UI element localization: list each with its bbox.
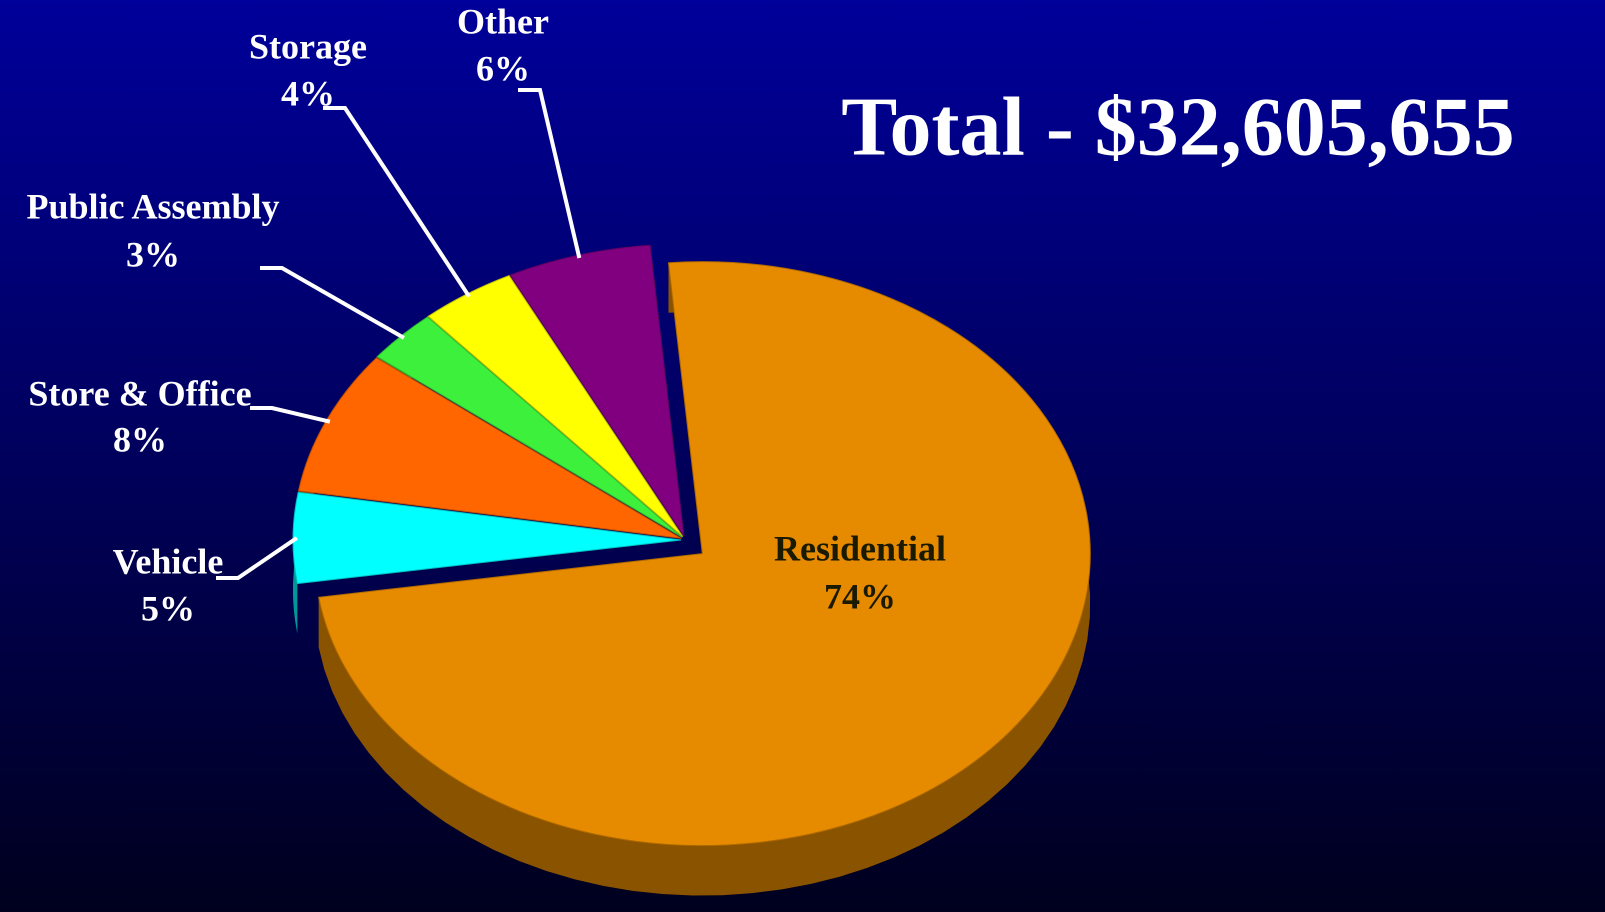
slice-value-label: 74% (824, 576, 896, 616)
slice-label: Public Assembly (26, 186, 279, 226)
leader-line (323, 106, 471, 298)
leader-line (250, 406, 331, 424)
slice (318, 261, 1091, 847)
leader-line (260, 266, 405, 340)
slice-label: Residential (774, 528, 946, 568)
leader-line (216, 536, 299, 580)
slice-value-label: 4% (281, 73, 335, 113)
slice-label: Store & Office (28, 373, 251, 413)
slice-label: Other (457, 1, 549, 41)
slice-label: Storage (249, 26, 367, 66)
chart-title: Total - $32,605,655 (841, 80, 1515, 173)
slice (292, 491, 682, 585)
slice-value-label: 6% (476, 48, 530, 88)
slice-value-label: 3% (126, 234, 180, 274)
slice-label: Vehicle (113, 541, 224, 581)
slice-value-label: 8% (113, 419, 167, 459)
slice-value-label: 5% (141, 588, 195, 628)
leader-line (518, 88, 582, 259)
